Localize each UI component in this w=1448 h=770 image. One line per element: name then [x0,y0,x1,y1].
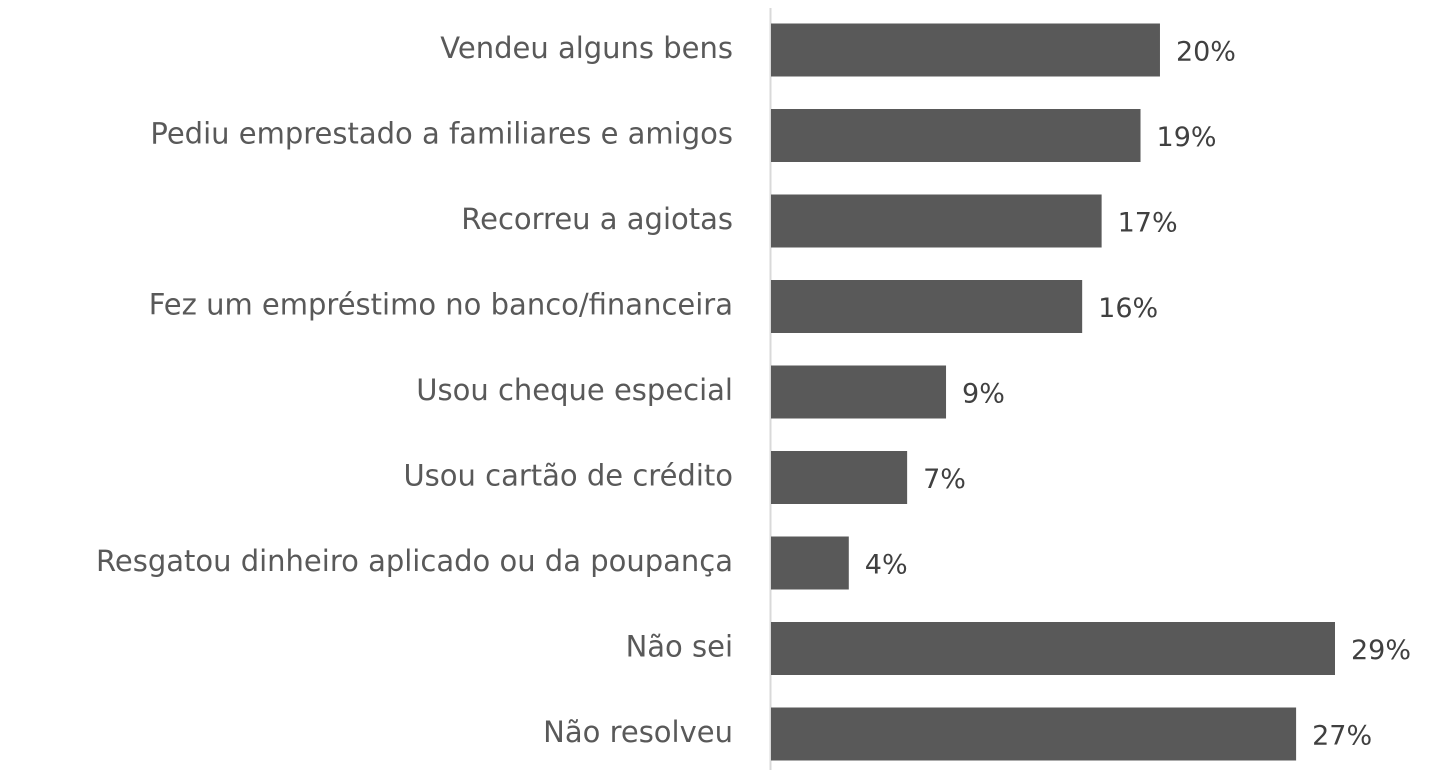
bar [771,536,849,590]
bar [771,707,1297,761]
value-label: 20% [1176,37,1236,68]
category-label: Não sei [626,630,733,664]
value-label: 9% [962,379,1005,410]
bar [771,622,1335,675]
category-label: Fez um empréstimo no banco/financeira [149,288,733,322]
bar [771,365,947,419]
bar [771,194,1102,248]
category-label: Recorreu a agiotas [461,202,733,236]
bar [771,109,1141,162]
bar [771,451,908,504]
value-label: 16% [1098,293,1158,324]
value-label: 29% [1351,635,1411,666]
category-label: Não resolveu [543,715,733,749]
bar [771,280,1083,333]
value-label: 19% [1157,122,1217,153]
category-label: Pediu emprestado a familiares e amigos [150,117,733,151]
value-label: 27% [1312,721,1372,752]
bar [771,23,1160,77]
value-label: 7% [923,464,966,495]
category-label: Vendeu alguns bens [440,31,733,65]
value-label: 17% [1118,208,1178,239]
value-label: 4% [865,550,908,581]
category-label: Usou cheque especial [416,373,733,407]
category-label: Resgatou dinheiro aplicado ou da poupanç… [96,544,733,578]
category-label: Usou cartão de crédito [403,459,733,493]
